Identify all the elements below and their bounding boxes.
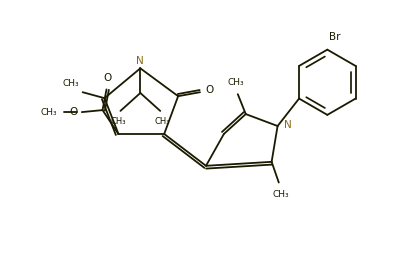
Text: O: O [103, 73, 112, 83]
Text: N: N [284, 120, 291, 130]
Text: CH₃: CH₃ [154, 117, 170, 126]
Text: Br: Br [329, 32, 341, 42]
Text: O: O [69, 107, 78, 117]
Text: CH₃: CH₃ [62, 79, 79, 88]
Text: N: N [137, 56, 144, 66]
Text: CH₃: CH₃ [227, 78, 244, 87]
Text: CH₃: CH₃ [40, 108, 57, 116]
Text: CH₃: CH₃ [272, 190, 289, 199]
Text: CH₃: CH₃ [111, 117, 126, 126]
Text: O: O [205, 85, 213, 95]
